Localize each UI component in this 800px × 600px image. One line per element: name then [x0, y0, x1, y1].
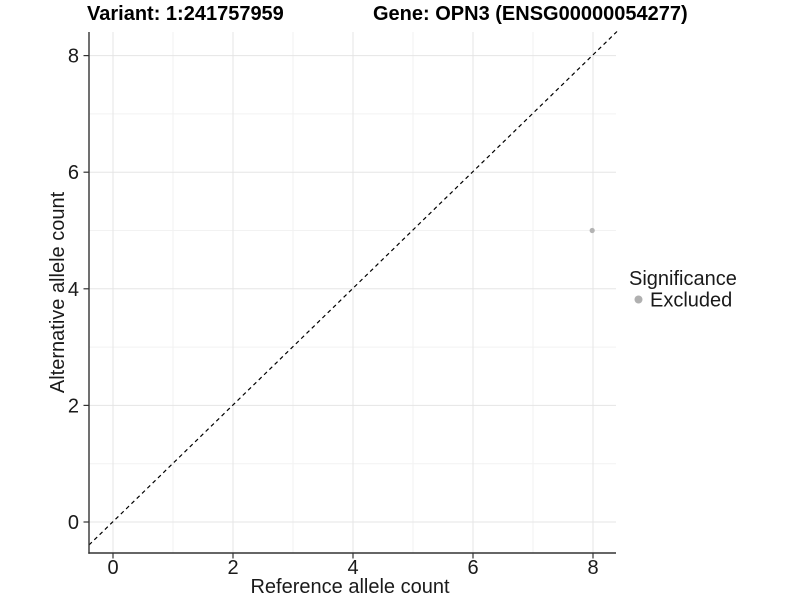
x-axis-title: Reference allele count [250, 576, 449, 598]
x-tick-label-0: 0 [107, 557, 118, 579]
y-axis-title: Alternative allele count [47, 191, 69, 393]
x-tick-label-2: 2 [227, 557, 238, 579]
x-tick-labels: 0 2 4 6 8 [107, 557, 598, 579]
data-point [589, 227, 595, 234]
x-tick-label-4: 4 [347, 557, 358, 579]
y-tick-labels: 0 2 4 6 8 [68, 46, 79, 534]
y-axis: 0 2 4 6 8 [68, 32, 90, 554]
x-tick-label-8: 8 [587, 557, 598, 579]
legend-marker-excluded-icon [634, 295, 643, 304]
legend-title: Significance [629, 268, 737, 290]
x-tick-label-6: 6 [467, 557, 478, 579]
x-tick-marks [112, 553, 594, 559]
grid-major [89, 32, 616, 553]
y-tick-label-6: 6 [68, 162, 79, 184]
y-tick-label-8: 8 [68, 46, 79, 68]
x-axis: 0 2 4 6 8 [88, 552, 616, 579]
y-tick-label-2: 2 [68, 395, 79, 417]
plot-title-variant: Variant: 1:241757959 [87, 3, 284, 25]
y-tick-label-0: 0 [68, 512, 79, 534]
y-tick-label-4: 4 [68, 279, 79, 301]
y-tick-marks [83, 54, 89, 523]
legend-item-excluded: Excluded [650, 290, 732, 312]
legend: Significance Excluded [629, 268, 737, 312]
plot-title-gene: Gene: OPN3 (ENSG00000054277) [373, 3, 688, 25]
